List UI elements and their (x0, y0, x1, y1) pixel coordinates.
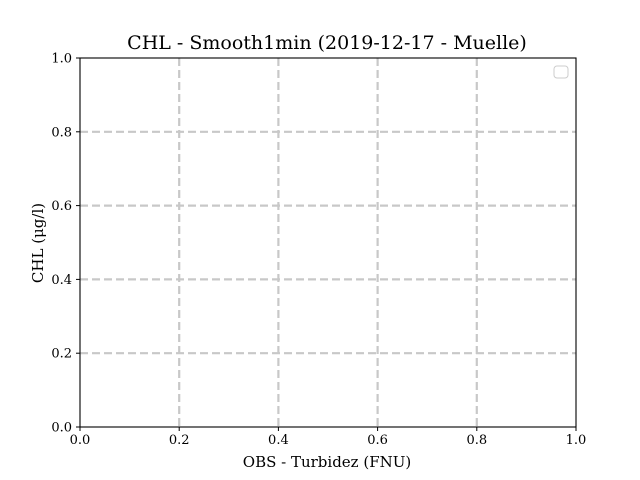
x-tick-label: 0.6 (367, 433, 388, 448)
axis-ticks: 0.0 0.2 0.4 0.6 0.8 1.0 0.0 0.2 0.4 0.6 0.8 1.0 (51, 52, 586, 449)
x-tick-label: 0.4 (268, 433, 289, 448)
y-tick-label: 0.6 (51, 199, 72, 214)
y-tick-label: 0.8 (51, 125, 72, 140)
x-tick-label: 1.0 (566, 433, 587, 448)
x-tick-label: 0.8 (466, 433, 487, 448)
plot-area-frame (79, 57, 577, 428)
chart-title: CHL - Smooth1min (2019-12-17 - Muelle) (127, 32, 527, 54)
y-tick-label: 0.0 (51, 421, 72, 436)
x-tick-label: 0.0 (70, 433, 91, 448)
y-axis-label: CHL (μg/l) (29, 203, 47, 283)
x-axis-label: OBS - Turbidez (FNU) (243, 453, 411, 471)
y-tick-label: 1.0 (51, 52, 72, 67)
x-tick-label: 0.2 (169, 433, 190, 448)
grid-lines (80, 58, 576, 427)
y-tick-label: 0.2 (51, 347, 72, 362)
y-tick-label: 0.4 (51, 273, 72, 288)
legend-box (553, 65, 569, 79)
